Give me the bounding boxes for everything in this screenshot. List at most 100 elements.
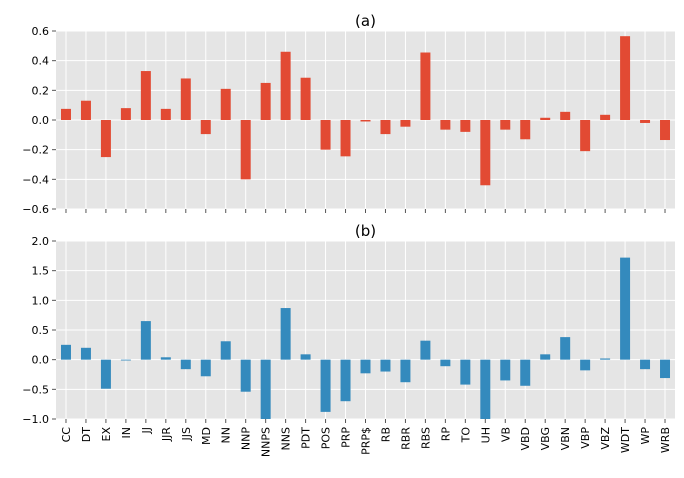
x-tick-label: IN <box>120 427 133 438</box>
bar-WDT <box>620 257 631 360</box>
y-tick-label: 1.0 <box>32 294 50 307</box>
x-tick-label: POS <box>320 427 333 449</box>
bar-NNS <box>280 51 291 121</box>
x-tick-label: RB <box>379 427 392 442</box>
y-ticks-a: 0.6 0.4 0.2 0.0 −0.2 −0.4 −0.6 <box>22 25 56 216</box>
bar-RBR <box>400 120 411 127</box>
bar-PRP$ <box>360 120 371 122</box>
bar-RBR <box>400 359 411 383</box>
bar-VBZ <box>600 358 611 360</box>
bar-JJS <box>180 78 191 120</box>
bar-RB <box>380 120 391 135</box>
x-tick-label: PRP <box>340 427 353 448</box>
x-tick-label: DT <box>80 427 93 442</box>
bar-POS <box>320 359 331 412</box>
x-tick-label: RP <box>439 427 452 442</box>
bar-NNP <box>240 359 251 392</box>
bar-PDT <box>300 354 311 360</box>
bar-PRP$ <box>360 359 371 374</box>
bar-NNPS <box>260 82 271 120</box>
x-tick-label: VBD <box>519 427 532 451</box>
bar-WDT <box>620 36 631 120</box>
bar-JJR <box>160 357 171 360</box>
bar-VBN <box>560 111 571 120</box>
bar-EX <box>100 120 111 158</box>
bar-PDT <box>300 77 311 120</box>
bar-NNP <box>240 120 251 180</box>
bar-MD <box>200 120 211 135</box>
x-tick-label: VBG <box>539 427 552 450</box>
x-ticks-b <box>65 419 666 423</box>
y-tick-label: −0.2 <box>22 144 49 157</box>
bar-RBS <box>420 52 431 121</box>
bar-VBD <box>520 120 531 140</box>
bar-EX <box>100 359 111 389</box>
x-tick-label: RBS <box>419 427 432 449</box>
bar-PRP <box>340 120 351 157</box>
bar-MD <box>200 359 211 377</box>
bar-VB <box>500 359 511 381</box>
x-tick-label: MD <box>200 427 213 445</box>
bar-DT <box>80 100 91 120</box>
y-tick-label: −0.4 <box>22 173 49 186</box>
x-tick-label: JJ <box>140 427 153 435</box>
bar-WP <box>640 120 651 123</box>
bar-RB <box>380 359 391 372</box>
bar-WRB <box>660 120 671 141</box>
bar-VB <box>500 120 511 130</box>
bar-RP <box>440 359 451 367</box>
y-tick-label: 0.0 <box>32 114 50 127</box>
bar-RBS <box>420 340 431 360</box>
bars-b <box>60 257 671 419</box>
y-tick-label: 0.0 <box>32 354 50 367</box>
y-tick-label: −0.6 <box>22 203 49 216</box>
x-tick-labels: CC DT EX IN JJ JJR JJS MD NN NNP NNPS NNS PDT POS PRP P… <box>60 427 672 458</box>
x-tick-label: VB <box>499 427 512 442</box>
x-tick-label: CC <box>60 427 73 443</box>
x-tick-label: UH <box>479 427 492 443</box>
bar-TO <box>460 120 471 132</box>
bar-JJ <box>140 321 151 360</box>
bar-JJR <box>160 108 171 120</box>
x-tick-label: RBR <box>399 427 412 450</box>
bar-VBZ <box>600 114 611 120</box>
y-tick-label: 0.6 <box>32 25 50 38</box>
x-tick-label: WRB <box>659 427 672 453</box>
x-tick-label: NNP <box>240 427 253 450</box>
x-tick-label: PDT <box>300 427 313 449</box>
y-tick-label: 2.0 <box>32 235 50 248</box>
bar-NN <box>220 341 231 360</box>
x-tick-label: NNS <box>280 427 293 450</box>
bar-DT <box>80 347 91 360</box>
bar-POS <box>320 120 331 150</box>
y-tick-label: 0.4 <box>32 55 50 68</box>
chart-title-b: (b) <box>355 222 376 240</box>
bar-NNS <box>280 308 291 360</box>
y-tick-label: 0.5 <box>32 324 50 337</box>
bar-VBP <box>580 359 591 371</box>
chart-title-a: (a) <box>355 12 376 30</box>
x-ticks-a <box>65 209 666 213</box>
x-tick-label: WP <box>639 427 652 445</box>
x-tick-label: JJR <box>160 427 173 442</box>
y-tick-label: −0.5 <box>22 383 49 396</box>
bar-PRP <box>340 359 351 402</box>
x-tick-label: TO <box>459 427 472 444</box>
bar-WP <box>640 359 651 370</box>
panel-b: 2.0 1.5 1.0 0.5 0.0 −0.5 −1.0 CC DT EX IN JJ JJR JJS… <box>22 222 675 457</box>
bar-UH <box>480 359 491 419</box>
bar-IN <box>120 359 131 361</box>
bar-NN <box>220 88 231 120</box>
bar-TO <box>460 359 471 385</box>
bar-CC <box>60 108 71 120</box>
bar-VBG <box>540 117 551 120</box>
x-tick-label: VBP <box>579 427 592 449</box>
bar-UH <box>480 120 491 186</box>
bar-JJ <box>140 71 151 120</box>
x-tick-label: WDT <box>619 427 632 453</box>
x-tick-label: NNPS <box>260 427 273 457</box>
x-tick-label: JJS <box>180 427 193 441</box>
bar-RP <box>440 120 451 130</box>
bar-WRB <box>660 359 671 379</box>
